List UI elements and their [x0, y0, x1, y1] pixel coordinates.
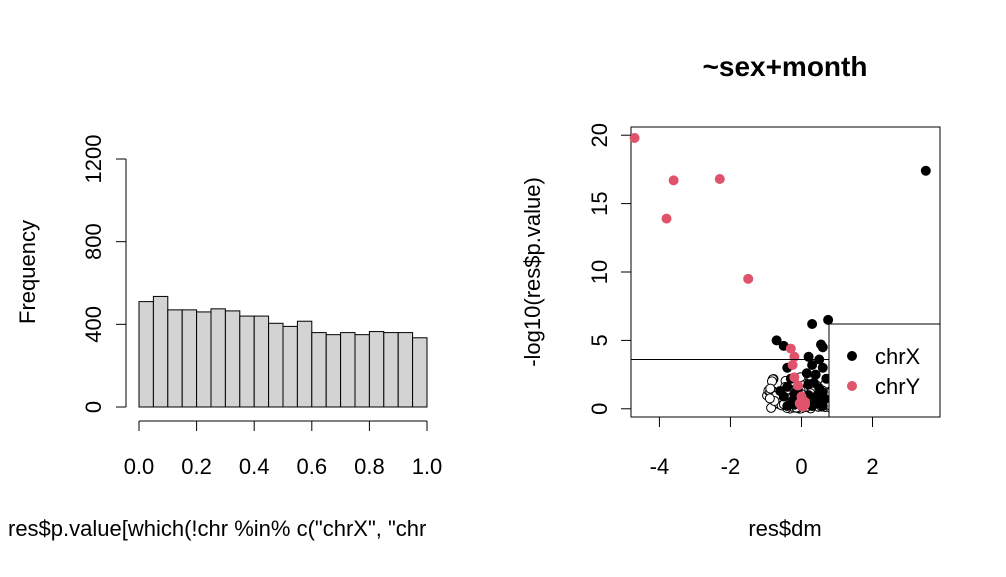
legend: chrX chrY [828, 323, 941, 418]
histogram-bar [397, 332, 414, 408]
y-tick-label: 0 [587, 403, 612, 415]
histogram-bar [383, 332, 399, 408]
chrX-point [803, 351, 814, 362]
x-tick-label: 0.6 [297, 454, 328, 479]
y-tick-label: 800 [81, 223, 106, 260]
chrY-point [661, 213, 672, 224]
chrY-point [787, 360, 798, 371]
y-tick-label: 5 [587, 334, 612, 346]
x-axis-title: res$dm [748, 516, 821, 541]
chart-title: ~sex+month [703, 51, 868, 82]
histogram-bar [239, 315, 255, 408]
chrX-point [801, 368, 812, 379]
chrY-point [743, 273, 754, 284]
legend-marker [847, 351, 857, 361]
legend-label: chrY [875, 374, 921, 399]
chrX-point [810, 369, 821, 380]
histogram-bar [325, 334, 342, 408]
histogram-bar [282, 325, 298, 408]
chrX-point [807, 318, 818, 329]
chrX-point [817, 362, 828, 373]
histogram-bar [181, 309, 198, 408]
histogram-bar [196, 311, 212, 408]
histogram-bar [152, 295, 169, 408]
chrY-point [714, 173, 725, 184]
histogram-bar [138, 301, 154, 408]
y-tick-label: 0 [81, 401, 106, 413]
y-tick-label: 15 [587, 191, 612, 215]
histogram-panel: 0.0 0.2 0.4 0.6 0.8 1.0 0 400 800 1200 Frequency re… [8, 135, 442, 541]
chrX-point [823, 314, 834, 325]
scatter-panel: -4 -2 0 205101520~sex+monthres$dm-log10(res… [520, 51, 941, 541]
histogram-bar [224, 310, 241, 408]
chrX-point [817, 342, 828, 353]
y-axis-title: Frequency [15, 220, 40, 324]
chrY-point [789, 372, 800, 383]
chrX-point [808, 377, 819, 388]
histogram-bar [354, 334, 370, 408]
chrX-point [920, 165, 931, 176]
chrY-point [798, 401, 809, 412]
histogram-bar [340, 332, 356, 408]
y-tick-label: 400 [81, 306, 106, 343]
x-tick-label: -4 [650, 454, 670, 479]
null-point [765, 383, 776, 394]
chrY-point [668, 175, 679, 186]
y-tick-label: 10 [587, 260, 612, 284]
x-tick-label: 0.2 [181, 454, 212, 479]
histogram-bar [368, 331, 385, 408]
chrY-point [785, 343, 796, 354]
legend-box [828, 323, 941, 418]
chrX-point [775, 386, 786, 397]
y-tick-label: 1200 [81, 135, 106, 184]
x-tick-label: 0.4 [239, 454, 270, 479]
y-axis-title: -log10(res$p.value) [520, 177, 545, 367]
x-tick-label: 0.0 [124, 454, 155, 479]
chrY-point [629, 132, 640, 143]
x-tick-label: 1.0 [412, 454, 443, 479]
chrX-point [771, 335, 782, 346]
histogram-bar [210, 308, 226, 408]
x-axis-title: res$p.value[which(!chr %in% c("chrX", "c… [8, 516, 426, 541]
x-tick-label: 0.8 [354, 454, 385, 479]
histogram-bar [268, 322, 284, 408]
chrX-point [807, 360, 818, 371]
chrY-point [792, 380, 803, 391]
null-point [764, 393, 775, 404]
legend-label: chrX [875, 344, 921, 369]
x-tick-label: 0 [795, 454, 807, 479]
x-tick-label: -2 [721, 454, 741, 479]
chrX-point [819, 394, 830, 405]
histogram-bar [412, 337, 428, 408]
y-tick-label: 20 [587, 123, 612, 147]
histogram-bar [296, 320, 313, 408]
histogram-bar [167, 309, 183, 408]
histogram-bar [253, 315, 270, 408]
x-tick-label: 2 [866, 454, 878, 479]
chrY-point [789, 351, 800, 362]
histogram-bar [311, 332, 327, 408]
legend-marker [847, 381, 857, 391]
